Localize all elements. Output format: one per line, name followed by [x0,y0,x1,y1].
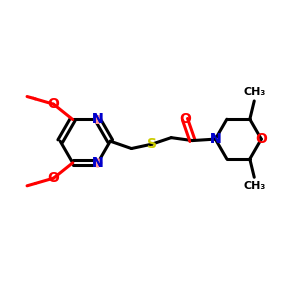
Text: N: N [92,156,103,170]
Text: O: O [179,112,191,126]
Circle shape [94,159,102,167]
Text: N: N [92,112,103,127]
Circle shape [94,116,102,123]
Text: CH₃: CH₃ [243,181,266,191]
Text: S: S [147,137,157,151]
Text: O: O [48,171,59,185]
Text: CH₃: CH₃ [243,87,266,98]
Circle shape [94,116,102,123]
Text: O: O [48,97,59,111]
Text: methoxy: methoxy [29,96,35,98]
Text: N: N [210,132,221,146]
Text: N: N [92,112,103,127]
Text: N: N [210,132,221,146]
Text: O: O [255,132,267,146]
Text: N: N [92,156,103,170]
Circle shape [94,159,102,167]
